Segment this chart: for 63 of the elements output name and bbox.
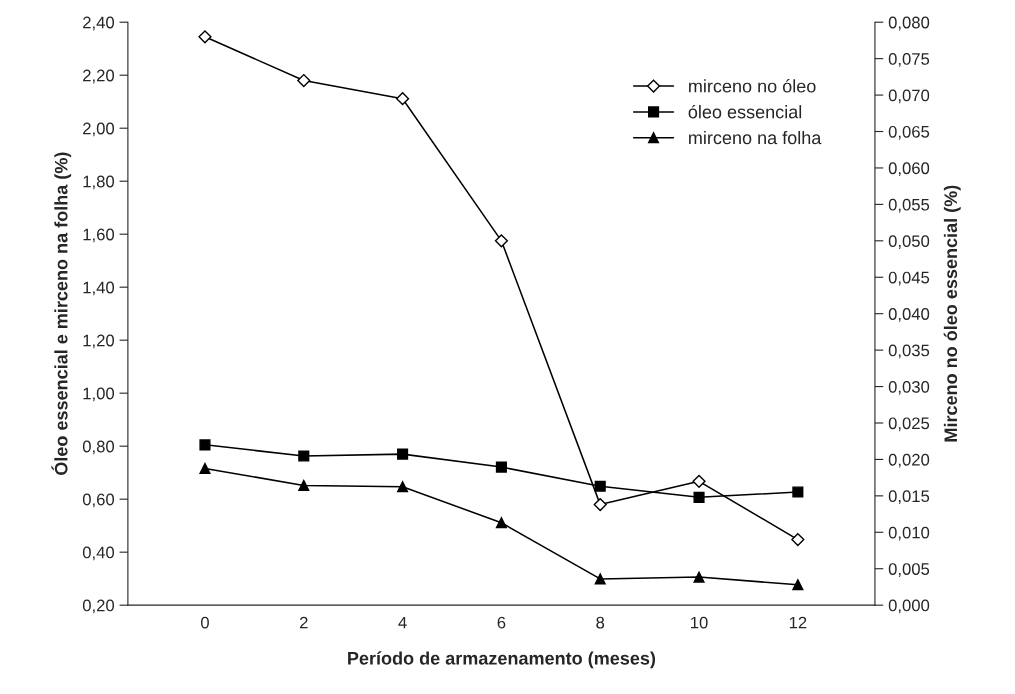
point: [199, 462, 211, 474]
legend-label: mirceno no óleo: [689, 79, 816, 93]
y2-tick-label: 0,000: [888, 599, 930, 614]
y2-tick-label: 0,035: [888, 344, 930, 359]
y2-tick-label: 0,030: [888, 380, 930, 395]
point: [693, 571, 705, 583]
point: [594, 480, 606, 492]
y-tick-label: 1,20: [83, 334, 115, 349]
point: [495, 517, 507, 529]
y2-tick-label: 0,025: [888, 417, 930, 432]
y2-tick-label: 0,045: [888, 271, 930, 286]
x-tick-label: 4: [398, 616, 407, 629]
point: [397, 448, 409, 460]
y2-tick-label: 0,015: [888, 490, 930, 505]
y-tick-label: 2,20: [83, 69, 115, 84]
point: [792, 486, 804, 498]
x-tick-label: 12: [789, 616, 807, 629]
x-tick-label: 10: [691, 616, 708, 629]
point: [594, 573, 606, 585]
y-axis-title: Óleo essencial e mirceno na folha (%): [51, 152, 72, 475]
point: [297, 73, 311, 88]
y2-tick-label: 0,075: [888, 53, 930, 67]
point: [298, 479, 310, 491]
y2-tick-label: 0,050: [888, 235, 930, 249]
point: [693, 491, 705, 503]
point: [792, 579, 804, 591]
y-tick-label: 2,40: [83, 16, 115, 31]
x-tick-label: 8: [596, 616, 605, 629]
point: [199, 439, 211, 451]
point: [593, 498, 607, 512]
y-tick-label: 2,00: [83, 122, 115, 137]
point: [397, 481, 409, 493]
y-tick-label: 0,80: [82, 440, 115, 455]
x-axis-title: Período de armazenamento (meses): [348, 651, 656, 669]
y2-tick-label: 0,060: [888, 162, 930, 177]
y-tick-label: 1,40: [83, 281, 115, 296]
y-tick-label: 1,60: [83, 228, 115, 243]
y-tick-label: 0,60: [82, 493, 115, 508]
legend-label: óleo essencial: [688, 104, 802, 119]
legend-label: mirceno na folha: [689, 130, 822, 145]
x-tick-label: 6: [497, 616, 506, 629]
y2-tick-label: 0,070: [888, 89, 930, 104]
y-tick-label: 1,80: [83, 175, 115, 190]
point: [692, 474, 706, 488]
point: [396, 92, 410, 106]
y2-tick-label: 0,010: [888, 526, 930, 541]
y2-tick-label: 0,065: [888, 125, 930, 140]
y2-tick-label: 0,080: [888, 16, 930, 31]
point: [791, 532, 805, 547]
y2-tick-label: 0,040: [888, 308, 930, 322]
x-tick-label: 2: [299, 616, 308, 629]
point: [494, 234, 508, 248]
y2-axis-title: Mirceno no óleo essencial (%): [943, 185, 961, 442]
x-tick-label: 0: [200, 616, 209, 629]
y-tick-label: 1,00: [83, 387, 115, 402]
point: [495, 461, 507, 473]
y2-tick-label: 0,020: [888, 453, 930, 468]
y-tick-label: 0,20: [82, 599, 115, 614]
y2-tick-label: 0,055: [888, 198, 930, 213]
point: [298, 450, 310, 462]
y2-tick-label: 0,005: [888, 563, 930, 577]
point: [198, 30, 212, 44]
y-tick-label: 0,40: [82, 546, 115, 561]
